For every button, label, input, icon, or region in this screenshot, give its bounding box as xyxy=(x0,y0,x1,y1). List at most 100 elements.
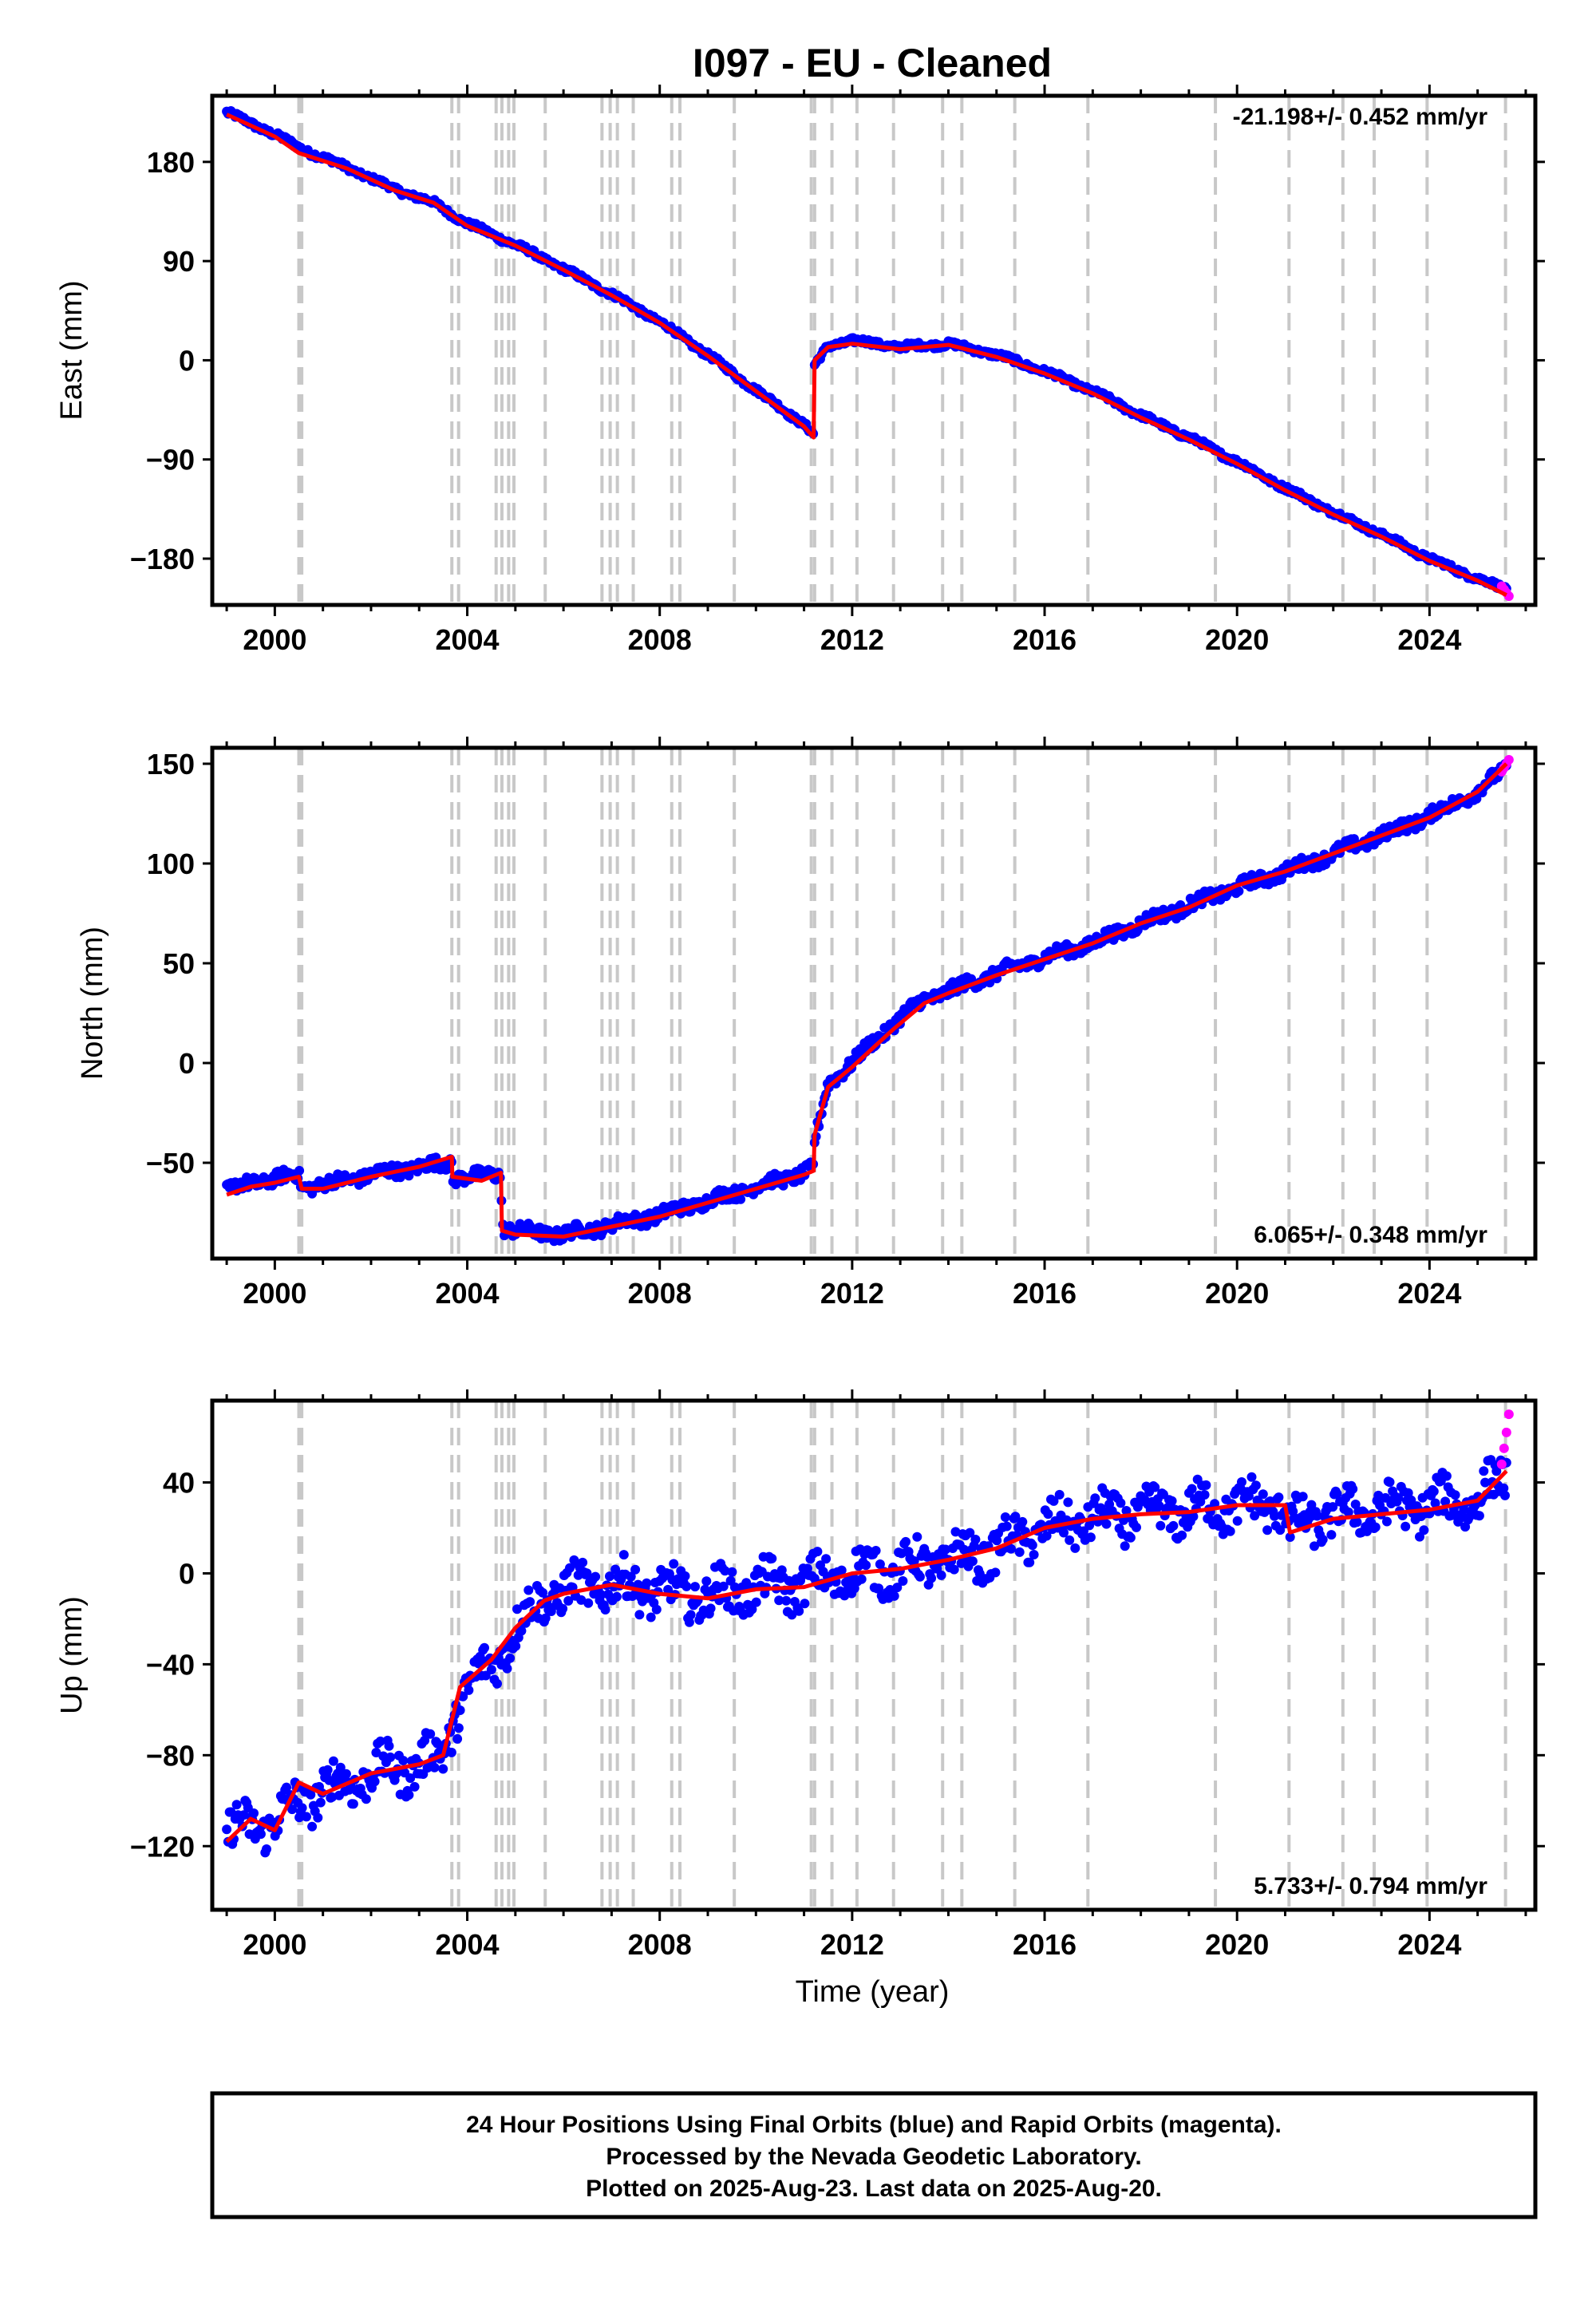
data-point xyxy=(812,1547,823,1557)
data-point xyxy=(516,1626,527,1636)
data-point xyxy=(1450,1490,1460,1500)
data-point xyxy=(1270,1511,1279,1521)
data-point xyxy=(1167,1496,1177,1506)
data-point xyxy=(618,1550,629,1560)
data-point xyxy=(511,1641,521,1651)
data-point xyxy=(1491,1466,1502,1476)
data-point xyxy=(1306,1500,1317,1510)
x-tick-label: 2000 xyxy=(243,1277,306,1310)
data-point xyxy=(1310,1541,1319,1551)
x-tick-label: 2008 xyxy=(628,1928,692,1961)
data-point xyxy=(307,1821,318,1832)
rapid-point xyxy=(1503,1409,1514,1420)
data-point xyxy=(438,1764,448,1774)
data-point xyxy=(1246,1472,1257,1482)
data-point xyxy=(741,1578,752,1588)
data-point xyxy=(464,1685,474,1695)
data-point xyxy=(1150,1482,1160,1492)
plot-frame xyxy=(210,745,1538,1261)
y-tick-label: −80 xyxy=(146,1739,195,1772)
data-point xyxy=(941,1544,950,1555)
data-point xyxy=(565,1563,575,1573)
data-point xyxy=(398,1756,409,1765)
data-point xyxy=(992,1535,1002,1546)
data-point xyxy=(1312,1511,1322,1521)
data-point xyxy=(949,1564,959,1575)
data-point xyxy=(226,1807,236,1817)
rapid-point xyxy=(1503,755,1514,765)
data-point xyxy=(1101,1519,1112,1529)
data-point xyxy=(1430,1498,1440,1508)
data-point xyxy=(861,1560,871,1571)
data-point xyxy=(1121,1506,1132,1516)
data-point xyxy=(306,1789,316,1800)
x-tick-label: 2000 xyxy=(243,1928,306,1961)
data-point xyxy=(794,1606,804,1616)
data-point xyxy=(915,1571,925,1582)
data-point xyxy=(425,1729,436,1739)
data-point xyxy=(1275,1525,1286,1535)
rapid-point xyxy=(1499,1443,1509,1453)
data-point xyxy=(651,1604,662,1614)
data-point xyxy=(642,1578,652,1588)
data-point xyxy=(1250,1511,1260,1521)
x-tick-label: 2016 xyxy=(1013,1277,1077,1310)
y-tick-label: −50 xyxy=(146,1147,195,1180)
y-tick-label: 180 xyxy=(147,146,195,179)
data-point xyxy=(282,1782,291,1792)
data-point xyxy=(767,1553,777,1563)
data-point xyxy=(787,1610,797,1620)
data-point xyxy=(1201,1480,1211,1490)
rapid-orbit-points xyxy=(1496,1409,1514,1469)
data-point xyxy=(302,1812,311,1822)
data-point xyxy=(446,1747,456,1757)
data-point xyxy=(630,1564,641,1575)
y-tick-label: 150 xyxy=(147,748,195,781)
data-point xyxy=(1187,1484,1197,1494)
data-point xyxy=(1085,1532,1096,1543)
data-point xyxy=(540,1613,551,1623)
data-point xyxy=(1029,1550,1039,1559)
rate-annotation: 6.065+/- 0.348 mm/yr xyxy=(1254,1222,1487,1248)
data-point xyxy=(1054,1489,1065,1500)
data-point xyxy=(538,1587,548,1598)
data-point xyxy=(909,1556,919,1566)
data-point xyxy=(1090,1493,1100,1504)
data-point xyxy=(774,1595,784,1606)
data-point xyxy=(926,1573,937,1583)
data-point xyxy=(452,1733,463,1744)
data-point xyxy=(361,1794,371,1804)
rate-annotation: 5.733+/- 0.794 mm/yr xyxy=(1254,1873,1487,1899)
data-point xyxy=(1232,1516,1242,1526)
data-point xyxy=(486,1665,496,1675)
footer-line-2: Processed by the Nevada Geodetic Laborat… xyxy=(606,2144,1141,2170)
data-point xyxy=(729,1582,740,1592)
data-point xyxy=(1480,1477,1491,1488)
data-point xyxy=(727,1567,737,1577)
data-point xyxy=(1059,1528,1069,1538)
data-point xyxy=(596,1590,606,1600)
data-point xyxy=(626,1571,636,1582)
data-point xyxy=(1168,1520,1179,1531)
data-point xyxy=(776,1565,787,1575)
data-point xyxy=(404,1790,414,1800)
data-point xyxy=(525,1597,535,1607)
data-point xyxy=(1017,1516,1028,1527)
data-point xyxy=(685,1610,696,1620)
y-tick-label: −120 xyxy=(130,1830,195,1863)
footer-frame xyxy=(210,2091,1538,2219)
data-point xyxy=(690,1582,700,1592)
data-point xyxy=(328,1756,338,1766)
y-tick-label: 40 xyxy=(163,1467,195,1500)
data-point xyxy=(322,1765,333,1775)
data-point xyxy=(1120,1541,1130,1551)
data-point xyxy=(395,1172,405,1183)
data-point xyxy=(965,1528,975,1538)
final-orbit-points xyxy=(222,106,1511,595)
data-point xyxy=(369,1777,380,1787)
y-tick-label: 0 xyxy=(179,344,195,377)
data-point xyxy=(375,1736,385,1746)
model-line xyxy=(226,762,1508,1239)
data-point xyxy=(458,1691,468,1701)
